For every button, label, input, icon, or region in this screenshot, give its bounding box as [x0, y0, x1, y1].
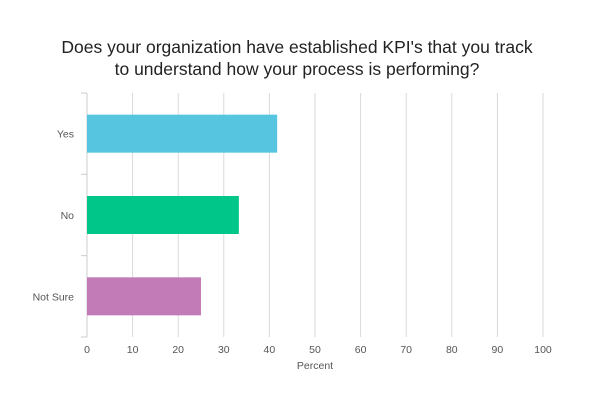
x-tick-label: 30 — [218, 344, 230, 356]
axes — [81, 92, 88, 338]
bar-yes — [87, 114, 278, 153]
chart-title-line-1: Does your organization have established … — [61, 37, 533, 57]
bar-no — [87, 196, 239, 234]
bars — [87, 114, 278, 316]
y-category-label: No — [61, 210, 75, 222]
chart-title-line-2: to understand how your process is perfor… — [114, 59, 480, 79]
y-category-label: Yes — [57, 129, 74, 141]
bar-not-sure — [87, 277, 201, 316]
x-tick-label: 10 — [127, 344, 139, 356]
y-category-label: Not Sure — [33, 291, 75, 303]
x-tick-label: 80 — [446, 344, 458, 356]
x-tick-label: 60 — [355, 344, 367, 356]
x-axis-title: Percent — [297, 360, 333, 372]
x-tick-label: 0 — [84, 344, 90, 356]
x-tick-label: 70 — [400, 344, 412, 356]
x-tick-label: 90 — [492, 344, 504, 356]
x-tick-label: 100 — [534, 344, 552, 356]
chart-title: Does your organization have established … — [20, 36, 574, 80]
x-tick-label: 40 — [264, 344, 276, 356]
x-tick-label: 20 — [172, 344, 184, 356]
tick-labels: 0 10 20 30 40 50 60 70 80 90 100 Yes No Not Sure — [33, 129, 552, 356]
x-tick-label: 50 — [309, 344, 321, 356]
